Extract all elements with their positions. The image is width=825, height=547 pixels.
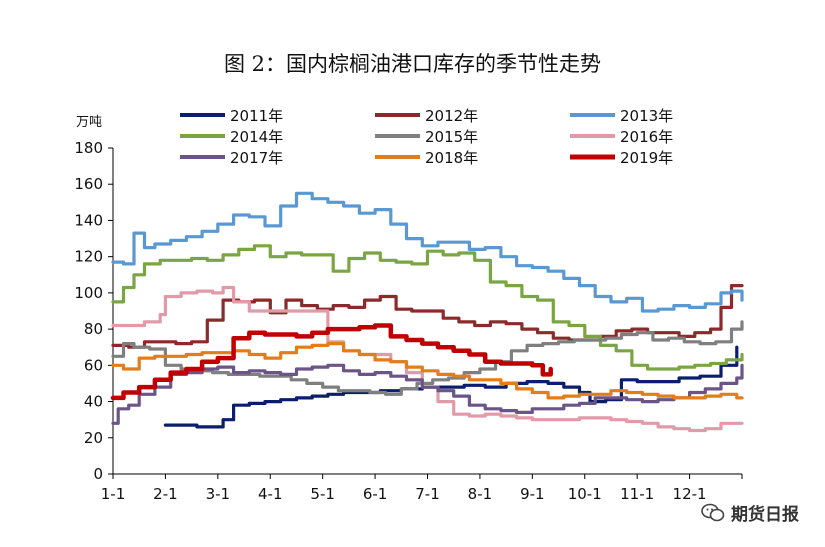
legend-label: 2017年 — [230, 149, 283, 167]
x-tick-label: 5-1 — [310, 485, 335, 503]
series-line-2018年 — [111, 342, 744, 400]
wechat-icon — [701, 503, 725, 521]
legend-label: 2015年 — [425, 128, 478, 146]
legend: 2011年 2012年 2013年 2014年 2015年 2016年 2017年 2018年… — [180, 107, 673, 167]
y-tick-label: 140 — [74, 211, 103, 229]
y-tick-label: 160 — [74, 175, 103, 193]
legend-label: 2018年 — [425, 149, 478, 167]
y-tick-label: 180 — [74, 139, 103, 157]
legend-label: 2012年 — [425, 107, 478, 125]
x-tick-label: 10-1 — [568, 485, 602, 503]
x-tick-label: 6-1 — [363, 485, 388, 503]
y-tick-label: 80 — [84, 320, 103, 338]
legend-label: 2013年 — [620, 107, 673, 125]
legend-label: 2019年 — [620, 149, 673, 167]
legend-label: 2011年 — [230, 107, 283, 125]
y-tick-label: 100 — [74, 284, 103, 302]
watermark: 期货日报 — [701, 500, 799, 525]
watermark-text: 期货日报 — [731, 505, 799, 525]
x-tick-label: 4-1 — [258, 485, 283, 503]
series-line-2019年 — [110, 323, 553, 401]
series-line-2012年 — [111, 284, 744, 349]
x-tick-label: 11-1 — [620, 485, 654, 503]
series-line-2014年 — [111, 244, 744, 371]
legend-label: 2016年 — [620, 128, 673, 146]
legend-label: 2014年 — [230, 128, 283, 146]
y-tick-label: 60 — [84, 356, 103, 374]
series-lines — [110, 191, 744, 433]
y-tick-label: 0 — [93, 465, 103, 483]
series-line-2016年 — [111, 285, 744, 433]
x-tick-label: 9-1 — [520, 485, 545, 503]
series-line-2015年 — [111, 320, 744, 396]
x-tick-label: 1-1 — [101, 485, 126, 503]
series-line-2013年 — [111, 191, 744, 313]
y-axis-unit-label: 万吨 — [76, 115, 102, 130]
x-tick-label: 7-1 — [415, 485, 440, 503]
x-tick-label: 12-1 — [673, 485, 707, 503]
y-tick-label: 20 — [84, 429, 103, 447]
axes: 0 20 40 60 80 100 120 140 160 180 1-1 2-1 3-1 4-1 5-1 6… — [74, 139, 743, 503]
y-tick-label: 120 — [74, 248, 103, 266]
x-tick-label: 3-1 — [206, 485, 231, 503]
x-tick-label: 2-1 — [153, 485, 178, 503]
y-tick-label: 40 — [84, 393, 103, 411]
chart-title: 图 2：国内棕榈油港口库存的季节性走势 — [223, 52, 602, 76]
x-tick-label: 8-1 — [468, 485, 493, 503]
series-line-2011年 — [163, 345, 739, 429]
